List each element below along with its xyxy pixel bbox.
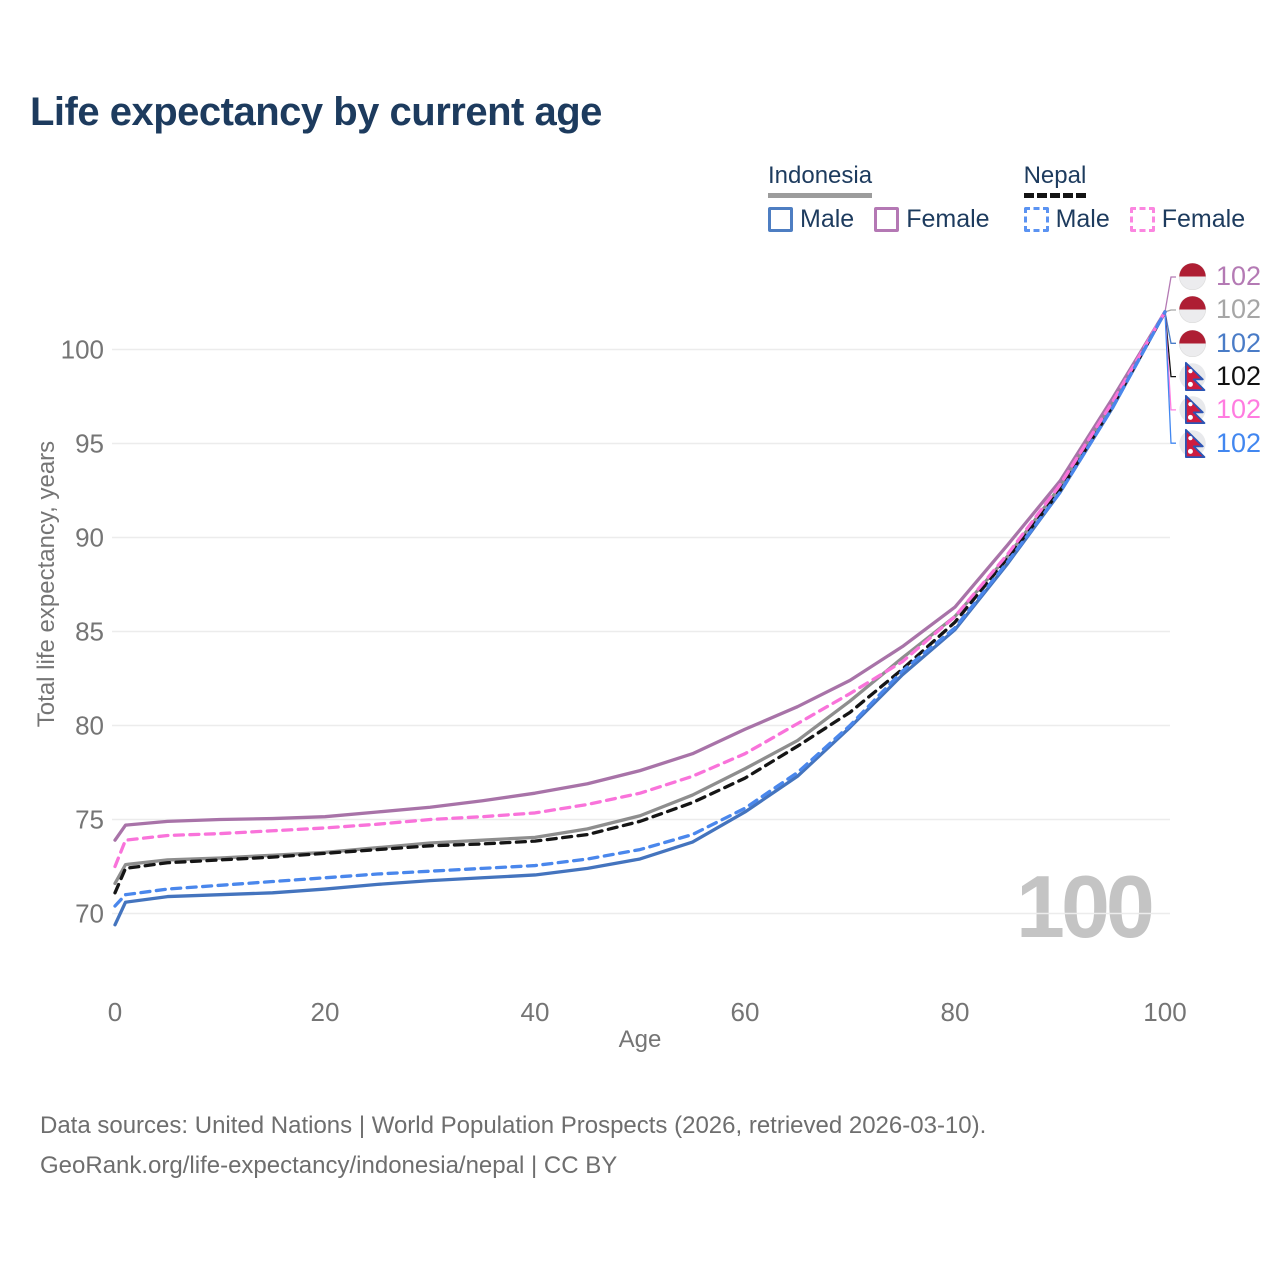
nepal-flag-icon: [1179, 362, 1206, 392]
nepal-flag-icon: [1179, 395, 1206, 425]
legend-item-indonesia-male[interactable]: Male: [768, 205, 854, 234]
legend-items-indonesia: Male Female: [768, 205, 990, 234]
series-line-indonesia-female[interactable]: [113, 310, 1167, 842]
end-label-row-indonesia-total: 102: [1176, 293, 1261, 326]
line-style-swatch: [1023, 207, 1049, 232]
end-label-value: 102: [1216, 427, 1262, 458]
x-axis-title: Age: [618, 1026, 662, 1053]
end-label-row-nepal-total: 102: [1176, 360, 1261, 393]
legend-item-label: Female: [906, 205, 990, 233]
series-line-indonesia-total[interactable]: [113, 310, 1167, 886]
series-line-nepal-total[interactable]: [113, 310, 1167, 895]
x-tick-label: 0: [108, 997, 122, 1027]
line-style-swatch: [768, 207, 793, 232]
legend-item-nepal-female[interactable]: Female: [1129, 205, 1246, 234]
end-label-row-nepal-female: 102: [1176, 393, 1261, 426]
end-label-value: 102: [1216, 394, 1262, 425]
line-style-swatch: [1129, 207, 1155, 232]
legend-group-title-indonesia: Indonesia: [768, 162, 873, 198]
end-label-row-indonesia-male: 102: [1176, 327, 1261, 360]
legend-item-indonesia-female[interactable]: Female: [874, 205, 990, 234]
end-label-value: 102: [1216, 361, 1262, 392]
indonesia-flag-icon: [1178, 329, 1207, 357]
legend: Indonesia Male Female Nepal Male: [768, 162, 1245, 234]
leader-line: [1164, 309, 1176, 313]
y-tick-label: 100: [61, 335, 104, 365]
y-tick-label: 80: [75, 711, 104, 741]
x-tick-label: 100: [1143, 997, 1186, 1027]
legend-items-nepal: Male Female: [1023, 205, 1246, 234]
legend-group-nepal: Nepal Male Female: [1023, 162, 1246, 234]
series-line-nepal-male[interactable]: [113, 310, 1167, 908]
legend-group-title-nepal: Nepal: [1023, 162, 1087, 198]
x-tick-label: 40: [521, 997, 550, 1027]
y-tick-label: 95: [75, 429, 104, 459]
y-tick-label: 85: [75, 617, 104, 647]
end-label-row-nepal-male: 102: [1176, 426, 1261, 459]
legend-item-label: Male: [1055, 205, 1110, 233]
y-tick-label: 70: [75, 899, 104, 929]
series-line-indonesia-male[interactable]: [113, 310, 1167, 927]
series-line-nepal-female[interactable]: [113, 310, 1167, 869]
x-tick-label: 20: [311, 997, 340, 1027]
leader-line: [1164, 276, 1176, 313]
footer: Data sources: United Nations | World Pop…: [40, 1106, 986, 1186]
legend-item-label: Male: [800, 205, 855, 233]
end-label-value: 102: [1216, 261, 1262, 292]
end-label-value: 102: [1216, 327, 1262, 358]
legend-item-label: Female: [1161, 205, 1246, 233]
age-watermark: 100: [1016, 857, 1155, 956]
y-tick-label: 90: [75, 523, 104, 553]
legend-group-indonesia: Indonesia Male Female: [768, 162, 990, 234]
indonesia-flag-icon: [1178, 296, 1207, 324]
leader-line: [1164, 311, 1176, 378]
y-tick-label: 75: [75, 805, 104, 835]
footer-line-2: GeoRank.org/life-expectancy/indonesia/ne…: [40, 1152, 618, 1179]
end-labels-column: 102 102 102 102 102 102: [1176, 260, 1261, 460]
leader-line: [1164, 311, 1176, 444]
footer-line-1: Data sources: United Nations | World Pop…: [40, 1112, 987, 1139]
legend-item-nepal-male[interactable]: Male: [1023, 205, 1110, 234]
x-tick-label: 60: [731, 997, 760, 1027]
line-style-swatch: [874, 207, 900, 232]
indonesia-flag-icon: [1178, 263, 1207, 291]
nepal-flag-icon: [1179, 428, 1206, 458]
x-tick-label: 80: [941, 997, 970, 1027]
end-label-value: 102: [1216, 294, 1262, 325]
end-label-row-indonesia-female: 102: [1176, 260, 1261, 293]
leader-line: [1164, 311, 1176, 344]
page-title: Life expectancy by current age: [30, 90, 602, 134]
